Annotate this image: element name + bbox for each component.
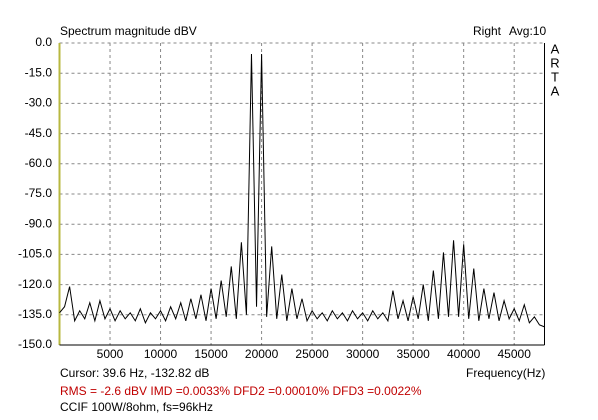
chart-title: Spectrum magnitude dBV	[60, 24, 197, 38]
cursor-readout: Cursor: 39.6 Hz, -132.82 dB	[60, 366, 209, 380]
x-tick-label: 25000	[295, 347, 329, 361]
y-tick-label: -105.0	[18, 247, 52, 261]
brand-letter: A	[551, 83, 560, 98]
y-tick-label: -150.0	[18, 337, 52, 351]
y-tick-label: 0.0	[35, 35, 52, 49]
caption: CCIF 100W/8ohm, fs=96kHz	[60, 400, 213, 414]
x-tick-label: 40000	[447, 347, 481, 361]
brand-letter: T	[551, 69, 559, 84]
x-tick-label: 45000	[498, 347, 532, 361]
x-tick-label: 20000	[245, 347, 279, 361]
x-axis-label: Frequency(Hz)	[466, 366, 545, 380]
y-tick-label: -45.0	[25, 126, 53, 140]
channel-label: Right	[473, 24, 502, 38]
averaging-label: Avg:10	[509, 24, 546, 38]
y-tick-label: -60.0	[25, 156, 53, 170]
y-tick-label: -15.0	[25, 65, 53, 79]
spectrum-line	[59, 54, 545, 328]
x-tick-label: 15000	[194, 347, 228, 361]
brand-letter: R	[550, 55, 559, 70]
measurements: RMS = -2.6 dBV IMD =0.0033% DFD2 =0.0001…	[60, 384, 422, 398]
x-tick-label: 10000	[144, 347, 178, 361]
x-tick-label: 5000	[97, 347, 124, 361]
y-tick-label: -120.0	[18, 277, 52, 291]
x-tick-label: 30000	[346, 347, 380, 361]
y-tick-label: -30.0	[25, 96, 53, 110]
y-tick-label: -75.0	[25, 186, 53, 200]
y-tick-label: -90.0	[25, 216, 53, 230]
y-tick-label: -135.0	[18, 307, 52, 321]
brand-letter: A	[551, 41, 560, 56]
x-tick-label: 35000	[396, 347, 430, 361]
